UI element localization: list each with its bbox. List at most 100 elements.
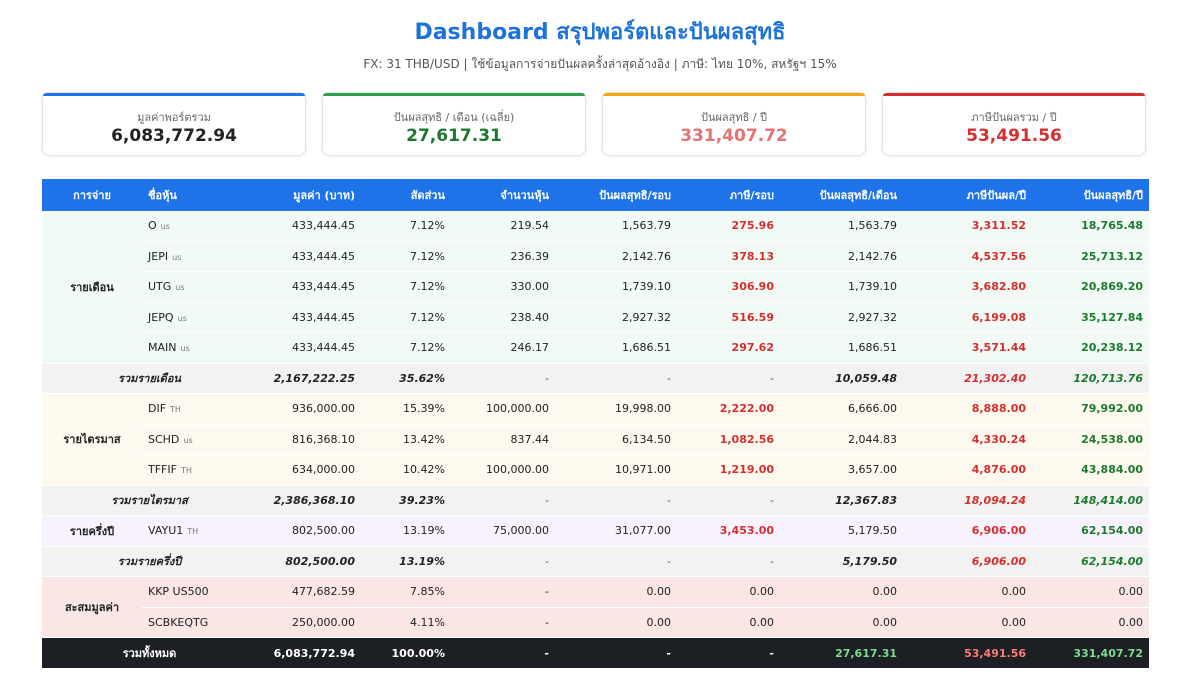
shares-cell: 219.54	[451, 211, 555, 242]
card-label: ภาษีปันผลรวม / ปี	[971, 111, 1057, 124]
net-month-cell: 0.00	[780, 576, 903, 608]
value-cell: 250,000.00	[257, 607, 361, 638]
col-header-ratio: สัดส่วน	[361, 179, 451, 211]
shares-cell: 236.39	[451, 241, 555, 272]
ratio-cell: 7.12%	[361, 241, 451, 272]
stock-name-cell: VAYU1 TH	[142, 515, 257, 547]
value-cell: 433,444.45	[257, 211, 361, 242]
shares-cell: -	[451, 546, 555, 577]
group-label-semiannual: รายครึ่งปี	[42, 515, 142, 547]
market-tag: us	[160, 222, 170, 232]
net-round-cell: -	[555, 637, 677, 669]
stock-name: JEPI	[148, 249, 169, 263]
card-accent-bar	[603, 93, 865, 96]
net-year-cell: 20,238.12	[1032, 332, 1149, 364]
net-month-cell: 2,142.76	[780, 241, 903, 272]
table-row: UTG us 433,444.45 7.12% 330.00 1,739.10 3…	[42, 271, 1149, 303]
dividend-table: การจ่าย ชื่อหุ้น มูลค่า (บาท) สัดส่วน จำ…	[42, 179, 1149, 669]
stock-name-cell: TFFIF TH	[142, 454, 257, 486]
tax-year-cell: 0.00	[903, 607, 1032, 638]
net-month-cell: 12,367.83	[780, 485, 903, 516]
tax-round-cell: 3,453.00	[677, 515, 780, 547]
total-label: รวมทั้งหมด	[42, 637, 257, 669]
net-round-cell: 0.00	[555, 576, 677, 608]
tax-round-cell: 275.96	[677, 211, 780, 242]
card-label: ปันผลสุทธิ / เดือน (เฉลี่ย)	[393, 111, 515, 124]
net-round-cell: 2,142.76	[555, 241, 677, 272]
tax-year-cell: 21,302.40	[903, 363, 1032, 394]
tax-round-cell: 2,222.00	[677, 393, 780, 425]
table-row: สะสมมูลค่า KKP US500 477,682.59 7.85% - …	[42, 576, 1149, 638]
tax-year-cell: 3,571.44	[903, 332, 1032, 364]
ratio-cell: 13.19%	[361, 546, 451, 577]
table-row: SCBKEQTG 250,000.00 4.11% - 0.00 0.00 0.…	[42, 607, 1149, 638]
tax-round-cell: 516.59	[677, 302, 780, 333]
value-cell: 936,000.00	[257, 393, 361, 425]
tax-round-cell: 306.90	[677, 271, 780, 303]
value-cell: 433,444.45	[257, 302, 361, 333]
ratio-cell: 4.11%	[361, 607, 451, 638]
stock-name: SCHD	[148, 432, 180, 446]
net-round-cell: 1,739.10	[555, 271, 677, 303]
ratio-cell: 35.62%	[361, 363, 451, 394]
col-header-net-year: ปันผลสุทธิ/ปี	[1032, 179, 1149, 211]
tax-round-cell: 297.62	[677, 332, 780, 364]
shares-cell: 100,000.00	[451, 393, 555, 425]
value-cell: 816,368.10	[257, 424, 361, 455]
shares-cell: 238.40	[451, 302, 555, 333]
tax-year-cell: 6,199.08	[903, 302, 1032, 333]
tax-round-cell: -	[677, 485, 780, 516]
tax-year-cell: 6,906.00	[903, 515, 1032, 547]
table-row: SCHD us 816,368.10 13.42% 837.44 6,134.50…	[42, 424, 1149, 455]
net-month-cell: 6,666.00	[780, 393, 903, 425]
tax-year-cell: 0.00	[903, 576, 1032, 608]
net-round-cell: 10,971.00	[555, 454, 677, 486]
col-header-net-month: ปันผลสุทธิ/เดือน	[780, 179, 903, 211]
net-year-cell: 43,884.00	[1032, 454, 1149, 486]
net-round-cell: 19,998.00	[555, 393, 677, 425]
ratio-cell: 15.39%	[361, 393, 451, 425]
group-label-monthly: รายเดือน	[42, 211, 142, 364]
tax-round-cell: 378.13	[677, 241, 780, 272]
net-month-cell: 5,179.50	[780, 515, 903, 547]
stock-name: DIF	[148, 402, 167, 416]
net-year-cell: 79,992.00	[1032, 393, 1149, 425]
stock-name-cell: JEPQ us	[142, 302, 257, 333]
ratio-cell: 39.23%	[361, 485, 451, 516]
market-tag: us	[177, 313, 187, 323]
subtotal-label: รวมรายเดือน	[42, 363, 257, 394]
tax-year-cell: 53,491.56	[903, 637, 1032, 669]
value-cell: 433,444.45	[257, 271, 361, 303]
market-tag: TH	[187, 527, 199, 537]
net-year-cell: 120,713.76	[1032, 363, 1149, 394]
shares-cell: 837.44	[451, 424, 555, 455]
stock-name: MAIN	[148, 341, 177, 355]
value-cell: 433,444.45	[257, 332, 361, 364]
value-cell: 802,500.00	[257, 546, 361, 577]
card-value: 6,083,772.94	[111, 126, 237, 146]
stock-name: KKP US500	[148, 585, 209, 599]
ratio-cell: 7.85%	[361, 576, 451, 608]
card-portfolio-value: มูลค่าพอร์ตรวม 6,083,772.94	[42, 92, 306, 156]
market-tag: us	[180, 344, 190, 354]
page-title: Dashboard สรุปพอร์ตและปันผลสุทธิ	[414, 20, 786, 45]
col-header-tax-year: ภาษีปันผล/ปี	[903, 179, 1032, 211]
col-header-value: มูลค่า (บาท)	[257, 179, 361, 211]
tax-year-cell: 3,311.52	[903, 211, 1032, 242]
subtotal-label: รวมรายครึ่งปี	[42, 546, 257, 577]
net-year-cell: 18,765.48	[1032, 211, 1149, 242]
subtotal-row-semiannual: รวมรายครึ่งปี 802,500.00 13.19% - - - 5,…	[42, 546, 1149, 577]
col-header-shares: จำนวนหุ้น	[451, 179, 555, 211]
shares-cell: -	[451, 363, 555, 394]
net-round-cell: 0.00	[555, 607, 677, 638]
ratio-cell: 100.00%	[361, 637, 451, 669]
net-year-cell: 25,713.12	[1032, 241, 1149, 272]
card-value: 27,617.31	[406, 126, 502, 146]
tax-round-cell: 0.00	[677, 607, 780, 638]
ratio-cell: 7.12%	[361, 332, 451, 364]
shares-cell: -	[451, 637, 555, 669]
stock-name-cell: UTG us	[142, 271, 257, 303]
net-year-cell: 0.00	[1032, 607, 1149, 638]
